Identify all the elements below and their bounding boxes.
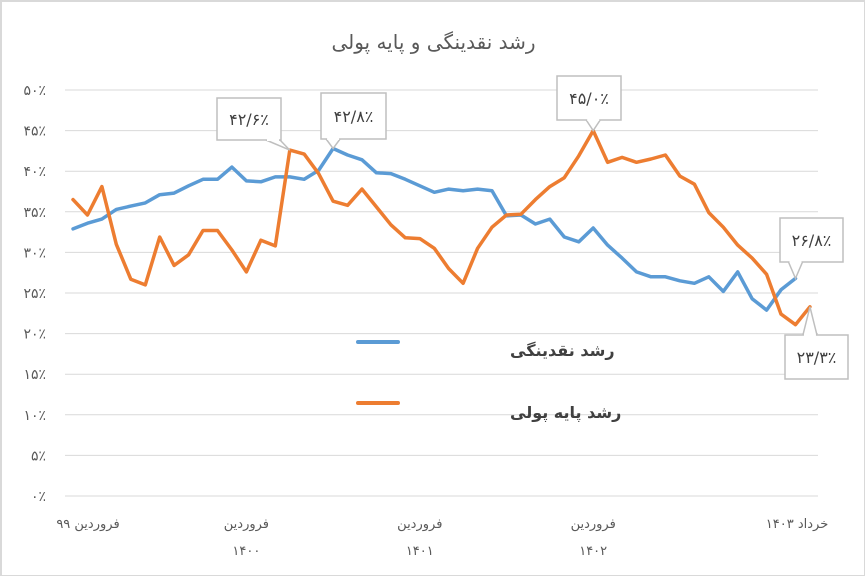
x-axis-labels: فروردین ۹۹ فروردین ۱۴۰۰ فروردین ۱۴۰۱ فروردین ۱… [56,517,828,559]
x-tick-label: فروردین [224,517,269,532]
y-tick-label: ۴۰٪ [23,164,46,180]
callout-pointer [787,261,804,281]
y-tick-label: ۰٪ [31,489,46,505]
x-tick-label-year: ۱۴۰۲ [579,544,607,559]
series-lines [71,128,812,327]
callout-box [216,97,282,141]
x-tick-label: فروردین ۹۹ [56,517,119,532]
callout-label: ۴۵/۰٪ [569,89,609,108]
series-base-money-line [71,128,812,327]
gridlines [65,89,818,497]
y-tick-label: ۲۵٪ [23,286,46,302]
callout-box [556,75,622,121]
y-tick-label: ۲۰٪ [23,327,46,343]
legend-label-liquidity: رشد نقدینگی [510,341,615,360]
y-axis-labels: ۰٪ ۵٪ ۱۰٪ ۱۵٪ ۲۰٪ ۲۵٪ ۳۰٪ ۳۵٪ ۴۰٪ ۴۵٪ ۵۰٪ [23,83,46,505]
callout: ۲۶/۸٪ [779,217,844,281]
callout-box [784,334,849,380]
callout-label: ۴۲/۸٪ [334,107,374,126]
callout: ۴۲/۸٪ [320,92,387,150]
y-tick-label: ۳۵٪ [23,205,46,221]
callout-pointer [265,139,291,151]
callout-label: ۲۶/۸٪ [792,231,832,250]
callout: ۴۲/۶٪ [216,97,291,151]
x-tick-label-year: ۱۴۰۱ [406,544,434,559]
legend: رشد نقدینگی رشد پایه پولی [356,340,621,423]
legend-label-base-money: رشد پایه پولی [510,403,621,423]
x-tick-label: فروردین [397,517,442,532]
callout-box [779,217,844,263]
data-callouts: ۴۲/۶٪ ۴۲/۸٪ ۴۵/۰٪ ۲۶/۸٪ ۲۳/۳٪ [216,75,849,380]
y-tick-label: ۱۵٪ [23,367,46,383]
callout-box [320,92,387,140]
callout-pointer [324,138,342,150]
y-tick-label: ۵٪ [31,448,46,464]
x-tick-label: خرداد ۱۴۰۳ [766,517,828,532]
series-liquidity-line [71,146,798,312]
callout: ۲۳/۳٪ [784,306,849,380]
y-tick-label: ۴۵٪ [23,124,46,140]
callout-pointer [584,119,602,132]
callout: ۴۵/۰٪ [556,75,622,132]
callout-label: ۲۳/۳٪ [797,348,837,367]
x-tick-label: فروردین [571,517,616,532]
y-tick-label: ۳۰٪ [23,245,46,261]
callout-label: ۴۲/۶٪ [229,110,269,129]
y-tick-label: ۱۰٪ [23,408,46,424]
chart-title: رشد نقدینگی و پایه پولی [331,30,536,54]
y-tick-label: ۵۰٪ [23,83,46,99]
x-tick-label-year: ۱۴۰۰ [232,544,260,559]
